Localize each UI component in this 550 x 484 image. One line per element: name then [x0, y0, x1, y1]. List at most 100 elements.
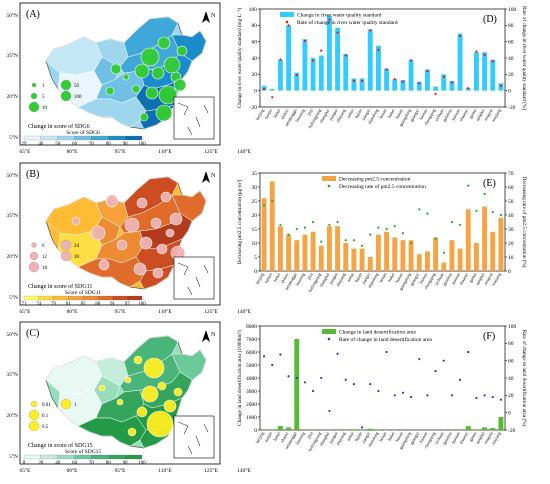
rate-marker	[311, 59, 315, 62]
y2-axis-label: Decreasing rate of pm2.5 concentration (…	[521, 176, 528, 267]
y-tick-label: 3000	[246, 389, 257, 395]
rate-marker	[320, 376, 323, 380]
y2-tick-label: 100	[508, 324, 517, 330]
rate-marker	[393, 394, 396, 397]
colorbar-tick: 80	[106, 142, 111, 147]
category-label: hainan	[418, 107, 428, 120]
legend-bubble-label: 50	[74, 84, 80, 89]
legend-swatch	[280, 12, 294, 17]
legend-bubble-label: 30	[74, 255, 80, 260]
province-bubble	[136, 406, 148, 418]
category-label: hubei	[387, 107, 397, 118]
category-label: hainan	[418, 430, 428, 443]
rate-marker	[328, 18, 331, 21]
rate-marker	[442, 75, 445, 78]
rate-marker	[401, 391, 405, 394]
category-label: ningxia	[483, 431, 494, 445]
province-bubble	[105, 86, 115, 96]
rate-marker	[377, 48, 380, 51]
province-bubble	[141, 385, 159, 403]
legend-bubble-label: 5	[42, 95, 45, 100]
y-tick-label: 0	[254, 88, 257, 94]
rate-marker	[450, 81, 454, 84]
category-label: liaoning	[294, 430, 306, 445]
y2-tick-label: 30	[508, 227, 514, 233]
colorbar-tick: 100	[138, 461, 146, 466]
category-label: jilin	[306, 107, 315, 117]
province-bubble	[110, 63, 122, 75]
lon-tick-label: 65°E	[19, 467, 31, 474]
bar	[318, 429, 324, 430]
y-tick-label: 15	[252, 227, 258, 233]
category-label: tianjin	[263, 430, 273, 443]
colorbar-segment	[125, 135, 143, 141]
bar	[400, 80, 406, 91]
y-tick-label: 30	[252, 185, 258, 191]
lon-tick-label: 80°E	[66, 148, 78, 155]
rate-marker	[491, 211, 494, 214]
colorbar-segment	[108, 135, 126, 141]
category-label: anhui	[346, 430, 356, 441]
colorbar-segment	[82, 295, 98, 301]
colorbar-segment	[38, 295, 54, 301]
rate-marker	[442, 251, 445, 254]
bar	[408, 240, 414, 271]
bar	[375, 234, 381, 271]
bar	[277, 426, 283, 430]
lat-tick-label: 5°N	[9, 294, 18, 301]
y2-tick-label: 0	[508, 269, 511, 275]
bar	[375, 430, 381, 431]
category-label: shanxi	[280, 430, 290, 443]
legend-swatch	[322, 176, 336, 181]
legend-label: Decreasing pm2.5 concentration	[339, 177, 411, 183]
rate-marker	[418, 82, 421, 85]
bar	[310, 231, 316, 271]
y-tick-label: 1000	[246, 415, 257, 421]
lat-tick-label: 50°N	[6, 12, 18, 19]
y-tick-label: 0	[254, 269, 257, 275]
bar	[302, 234, 308, 271]
legend-swatch	[322, 329, 336, 334]
rate-marker	[450, 220, 454, 224]
category-label: fujian	[354, 271, 364, 283]
bar	[343, 430, 349, 431]
category-label: sichuan	[434, 271, 445, 286]
inset-islands	[177, 262, 209, 296]
lon-tick-label: 140°E	[237, 148, 251, 155]
rate-marker	[262, 355, 266, 358]
legend-marker	[327, 337, 331, 341]
legend-bubble	[28, 409, 40, 421]
y-tick-label: 100	[249, 7, 258, 13]
colorbar-tick: 81	[66, 302, 71, 307]
category-label: fujian	[354, 107, 364, 119]
lon-tick-label: 110°E	[158, 308, 172, 315]
colorbar-segment	[108, 454, 126, 460]
rate-marker	[499, 213, 503, 217]
south-china-sea-inset	[173, 256, 215, 300]
lon-tick-label: 65°E	[19, 148, 31, 155]
bar	[384, 430, 390, 431]
category-label: gansu	[468, 107, 478, 119]
rate-marker	[360, 426, 364, 429]
legend-label: Rate of change in river water quality st…	[297, 19, 398, 26]
y-tick-label: 6000	[246, 350, 257, 356]
bar	[490, 59, 496, 91]
legend-label: Change in land desertification area	[339, 329, 416, 336]
bar	[490, 428, 496, 430]
bar	[335, 226, 341, 271]
category-label: hebei	[272, 107, 281, 118]
bar	[269, 181, 275, 271]
bar	[318, 245, 324, 271]
province-bubble	[163, 56, 181, 74]
province-bubble	[163, 399, 177, 413]
rate-marker	[287, 24, 290, 27]
y-tick-label: 5000	[246, 363, 257, 369]
bar	[277, 59, 283, 91]
colorbar-tick: 40	[55, 461, 60, 466]
bar	[449, 430, 455, 431]
category-label: xinjiang	[490, 271, 502, 286]
province-bubble	[173, 387, 183, 397]
category-label: shaanxi	[458, 430, 469, 445]
province-bubble	[158, 85, 178, 105]
legend-bubble-label: 12	[42, 255, 48, 260]
